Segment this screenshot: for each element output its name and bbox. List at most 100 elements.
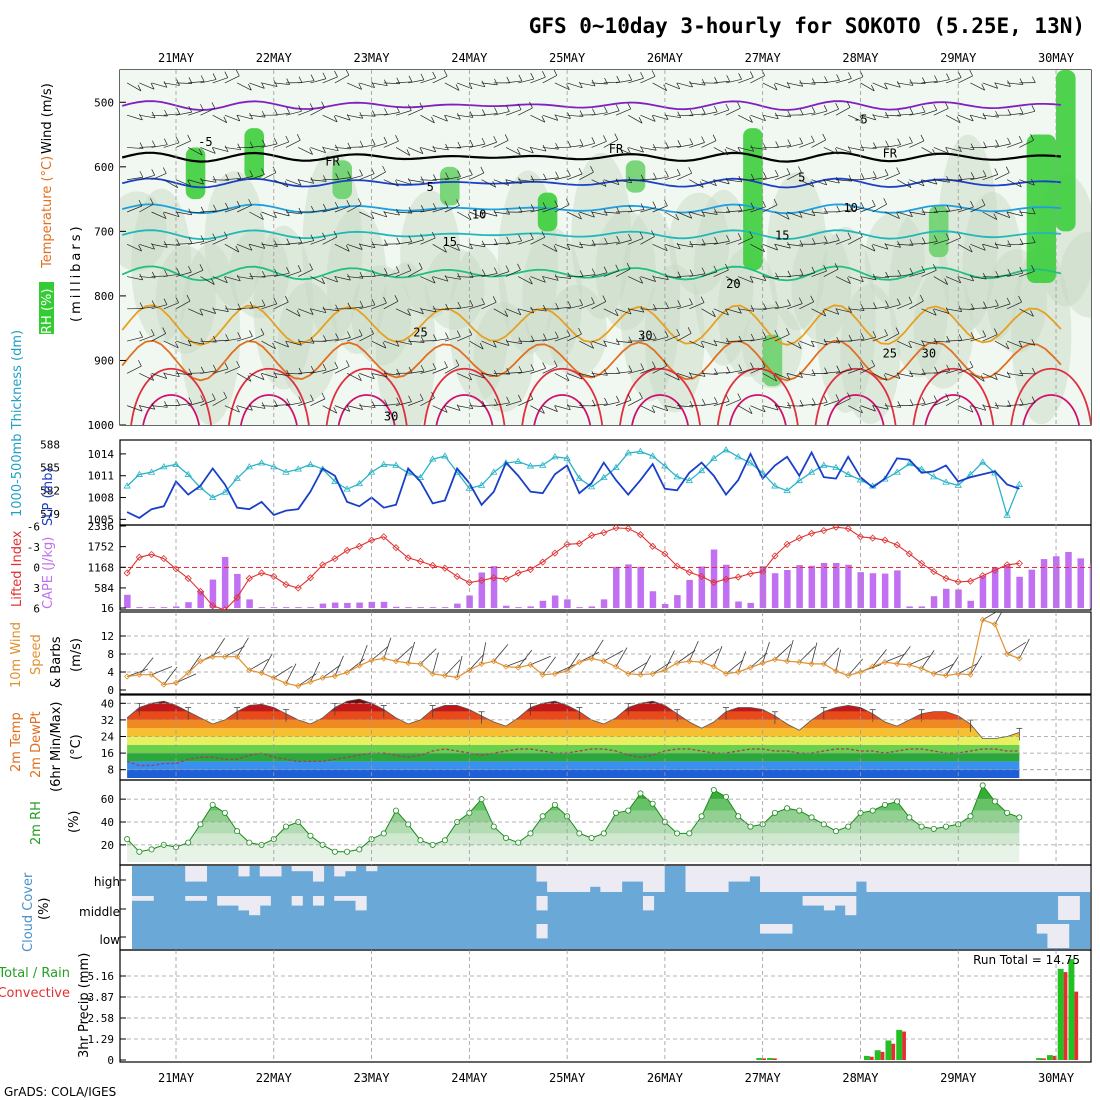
- wind-barb-flag: [787, 241, 791, 249]
- cape-bar: [527, 606, 534, 608]
- wind-barb: [469, 653, 485, 671]
- wind-barb: [359, 82, 375, 88]
- temp-plot: [120, 698, 1091, 778]
- thickness-point: [257, 459, 266, 466]
- wind-barb-flag: [359, 140, 364, 148]
- wind-barb: [126, 205, 143, 213]
- wind-barb: [799, 141, 815, 148]
- rh-legend-swatch: [39, 282, 54, 334]
- isotherm-hot-loop: [142, 394, 200, 425]
- wind-barb-flag: [469, 168, 473, 175]
- lifted-index-point: [465, 578, 473, 587]
- wind-barb-flag: [603, 340, 607, 347]
- wind-barb-flag: [211, 393, 216, 400]
- wind-barb-flag: [481, 80, 486, 87]
- wind-barb: [383, 340, 400, 347]
- wind-barb: [603, 81, 620, 84]
- isotherm-line: [121, 265, 1062, 282]
- isotherm-label: 25: [413, 325, 427, 339]
- wind-barb-flag: [443, 406, 448, 413]
- wind-barb: [505, 147, 521, 156]
- cape-bar: [185, 602, 192, 608]
- wind-barb-flag: [297, 265, 302, 272]
- cloud-cell: [238, 866, 250, 877]
- wind-barb: [823, 179, 840, 184]
- panel8-labels: 3hr Precip (mm) Total / Rain Convective …: [0, 953, 1080, 1058]
- barbs-label: & Barbs: [49, 636, 64, 688]
- wind-barb: [945, 368, 962, 374]
- lifted-index-point: [233, 594, 241, 602]
- wind-barb: [652, 243, 668, 252]
- wind-barb-flag: [396, 368, 401, 376]
- wind-barb-flag: [871, 84, 875, 92]
- lifted-index-point: [710, 578, 718, 587]
- thickness-point: [893, 468, 901, 475]
- wind-barb-flag: [675, 213, 680, 221]
- wind-barb-flag: [286, 238, 291, 245]
- pressure-tick: 900: [94, 354, 114, 367]
- thickness-line: [126, 449, 1021, 518]
- wind-speed-point: [539, 671, 546, 678]
- wind-barb: [677, 243, 693, 248]
- cloud-cell: [536, 924, 548, 939]
- wind-barb-flag: [432, 71, 436, 79]
- wind-barb-flag: [749, 231, 754, 238]
- wind-barb-flag: [176, 399, 181, 406]
- wind-barb-flag: [530, 306, 534, 314]
- wind-barb: [469, 172, 484, 181]
- rh-tick: 60: [101, 793, 114, 806]
- wind-barb: [334, 337, 351, 342]
- wind-barb-flag: [542, 71, 546, 78]
- lifted-index-point: [844, 525, 852, 533]
- wind-speed-point: [576, 659, 583, 666]
- wind-barb-flag: [701, 267, 706, 274]
- wind-barb-flag: [200, 75, 205, 82]
- wind-barb: [139, 405, 156, 410]
- cloud-cell: [259, 866, 271, 877]
- wind-barb: [603, 139, 618, 148]
- cape-bar: [930, 596, 938, 608]
- isotherm-label: 5: [798, 171, 805, 185]
- wind-barb-flag: [493, 267, 498, 274]
- wind-barb-flag: [492, 341, 497, 348]
- wind-barb-flag: [370, 327, 374, 334]
- lifted-index-point: [404, 554, 412, 562]
- wind-barb: [762, 373, 777, 382]
- wind-barb-flag: [420, 336, 425, 343]
- rh-point: [918, 823, 925, 830]
- wind-barb-flag: [945, 393, 949, 400]
- wind-barb-flag: [492, 296, 497, 303]
- wind-barb: [945, 308, 962, 312]
- thickness-point: [306, 460, 315, 467]
- thickness-point: [930, 473, 938, 480]
- date-tick-top: 29MAY: [940, 51, 977, 65]
- wind-speed-point: [454, 674, 461, 681]
- wind-barb-flag: [504, 134, 509, 141]
- wind-barb: [933, 210, 950, 213]
- wind-barb-flag: [994, 373, 998, 380]
- wind-tick: 4: [107, 666, 114, 679]
- wind-barb: [811, 110, 828, 116]
- rh-point: [686, 830, 693, 837]
- cloud-cell: [909, 866, 921, 892]
- wind-barb-flag: [432, 363, 437, 370]
- wind-barb: [1019, 139, 1034, 148]
- wind-barb: [762, 175, 779, 181]
- wind-barb-flag: [677, 140, 682, 147]
- wind-barb-flag: [249, 301, 254, 308]
- wind-barb: [408, 108, 423, 116]
- wind-barb: [493, 373, 510, 375]
- date-tick-bottom: 22MAY: [256, 1071, 293, 1085]
- wind-barb: [139, 203, 154, 213]
- wind-barb: [799, 301, 814, 310]
- axis-ticks: 21MAY21MAY22MAY22MAY23MAY23MAY24MAY24MAY…: [27, 51, 1075, 1085]
- cape-bar: [454, 603, 461, 608]
- wind-barb: [884, 333, 900, 342]
- wind-barb-flag: [737, 102, 741, 109]
- wind-speed-point: [869, 663, 876, 670]
- wind-barb-flag: [384, 268, 388, 275]
- wind-barb: [664, 405, 681, 410]
- wind-barb: [175, 373, 192, 376]
- wind-barb-flag: [223, 231, 228, 238]
- wind-barb: [188, 179, 204, 185]
